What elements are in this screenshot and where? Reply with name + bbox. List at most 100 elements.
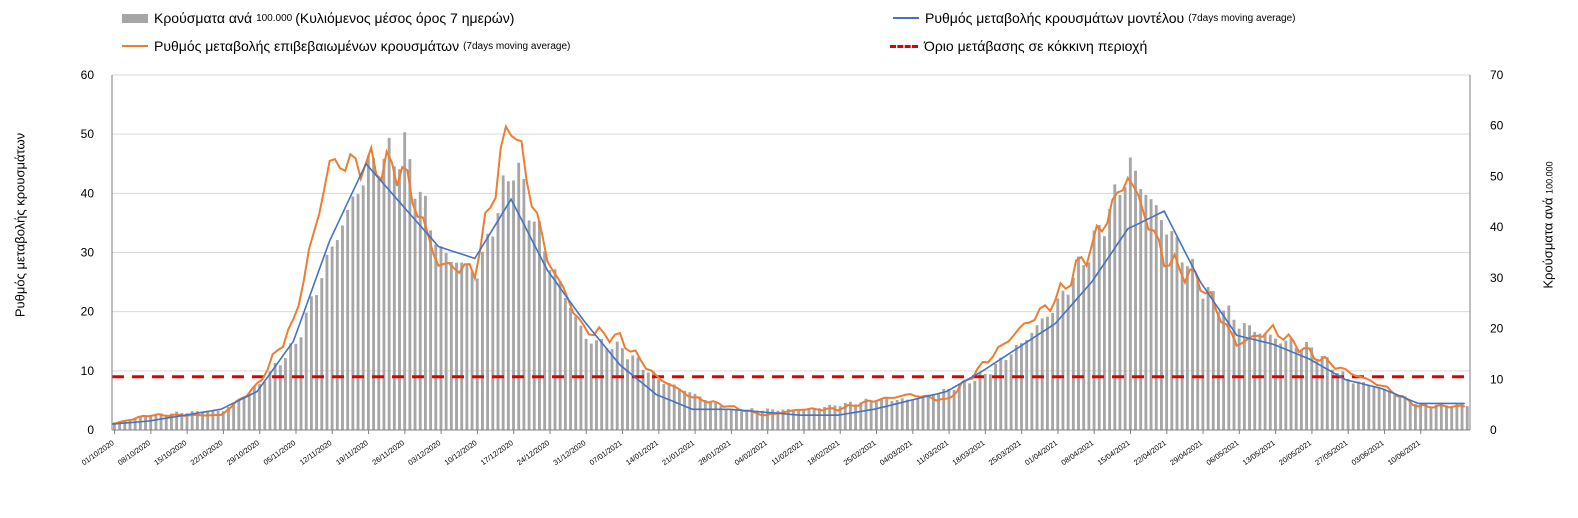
daily-case-bar <box>1020 343 1023 430</box>
daily-case-bar <box>1341 371 1345 430</box>
daily-case-bar <box>683 390 687 430</box>
daily-case-bar <box>1439 402 1443 430</box>
daily-case-bar <box>760 410 764 430</box>
daily-case-bar <box>792 409 795 430</box>
daily-case-bar <box>1227 305 1231 430</box>
daily-case-bar <box>641 369 645 430</box>
daily-case-bar <box>460 262 464 430</box>
daily-case-bar <box>1336 372 1340 430</box>
legend-threshold: Όριο μετάβασης σε κόκκινη περιοχή <box>890 38 1147 54</box>
daily-case-bar <box>164 414 168 430</box>
daily-case-bar <box>729 408 733 430</box>
y-left-tick-label: 0 <box>87 423 94 437</box>
x-tick-label: 13/05/2021 <box>1241 438 1277 467</box>
x-tick-label: 27/05/2021 <box>1313 438 1349 467</box>
daily-case-bar <box>465 263 469 430</box>
daily-case-bar <box>201 412 204 430</box>
daily-case-bar <box>138 416 142 430</box>
daily-case-bar <box>937 393 940 430</box>
daily-case-bar <box>118 421 122 430</box>
y-left-tick-label: 10 <box>81 364 95 378</box>
x-tick-label: 06/05/2021 <box>1205 438 1241 467</box>
daily-case-bar <box>880 398 883 430</box>
daily-case-bar <box>527 220 531 430</box>
x-tick-label: 03/12/2020 <box>406 438 442 467</box>
daily-case-bar <box>320 278 324 430</box>
daily-case-bar <box>1077 256 1080 430</box>
daily-case-bar <box>926 394 930 430</box>
daily-case-bar <box>1061 290 1065 430</box>
daily-case-bar <box>273 363 277 430</box>
daily-case-bar <box>382 158 386 430</box>
daily-case-bar <box>501 175 505 430</box>
daily-case-bar <box>1004 359 1008 430</box>
daily-case-bar <box>1279 343 1283 430</box>
daily-case-bar <box>496 213 500 430</box>
daily-case-bar <box>1014 345 1018 430</box>
daily-case-bar <box>377 179 381 430</box>
daily-case-bar <box>563 297 567 430</box>
daily-case-bar <box>1356 381 1360 430</box>
daily-case-bar <box>745 409 749 430</box>
daily-case-bar <box>620 348 624 430</box>
daily-case-bar <box>1429 406 1433 430</box>
daily-case-bar <box>973 380 977 430</box>
daily-case-bar <box>771 409 775 430</box>
daily-case-bar <box>1289 338 1293 430</box>
daily-case-bar <box>1424 403 1428 430</box>
daily-case-bar <box>232 402 236 430</box>
x-tick-label: 04/02/2021 <box>733 438 769 467</box>
daily-case-bar <box>667 382 671 430</box>
daily-case-bar <box>180 413 184 430</box>
daily-case-bar <box>289 343 293 430</box>
legend-bars-rest: (Κυλιόμενος μέσος όρος 7 ημερών) <box>295 10 515 26</box>
daily-case-bar <box>595 340 598 430</box>
daily-case-bar <box>900 398 904 430</box>
x-tick-label: 01/04/2021 <box>1023 438 1059 467</box>
x-tick-label: 11/02/2021 <box>770 438 805 467</box>
daily-case-bar <box>149 415 153 430</box>
daily-case-bar <box>1362 382 1366 430</box>
daily-case-bar <box>807 408 811 430</box>
daily-case-bar <box>714 401 718 430</box>
daily-case-bar <box>268 371 272 430</box>
y-left-tick-label: 30 <box>81 246 95 260</box>
daily-case-bar <box>439 246 443 430</box>
daily-case-bar <box>475 278 479 430</box>
daily-case-bar <box>548 270 552 430</box>
daily-case-bar <box>1377 387 1381 430</box>
daily-case-bar <box>890 401 894 430</box>
daily-case-bar <box>1367 385 1371 430</box>
orange-line-swatch-icon <box>122 45 148 47</box>
x-tick-label: 08/10/2020 <box>116 438 152 467</box>
daily-case-bar <box>646 372 650 430</box>
x-tick-label: 10/06/2021 <box>1386 438 1422 467</box>
daily-case-bar <box>159 413 163 430</box>
daily-case-bar <box>838 406 842 430</box>
daily-case-bar <box>615 341 619 430</box>
daily-case-bar <box>532 221 536 430</box>
x-tick-label: 19/11/2020 <box>334 438 369 467</box>
daily-case-bar <box>1056 298 1060 430</box>
daily-case-bar <box>392 166 396 430</box>
x-tick-label: 08/04/2021 <box>1059 438 1095 467</box>
daily-case-bar <box>589 343 593 430</box>
daily-case-bar <box>1175 236 1179 430</box>
daily-case-bar <box>626 359 629 430</box>
daily-case-bar <box>113 422 116 430</box>
daily-case-bar <box>600 338 604 430</box>
daily-case-bar <box>434 244 438 430</box>
daily-case-bar <box>387 137 391 430</box>
daily-case-bar <box>309 296 313 430</box>
daily-case-bar <box>1045 316 1049 430</box>
daily-case-bar <box>429 230 433 430</box>
daily-case-bar <box>657 379 661 430</box>
daily-case-bar <box>1305 341 1308 430</box>
daily-case-bar <box>1331 369 1334 430</box>
daily-case-bar <box>1222 310 1226 430</box>
daily-case-bar <box>828 404 832 430</box>
daily-case-bar <box>263 381 267 430</box>
daily-case-bar <box>1419 403 1423 430</box>
x-tick-label: 03/06/2021 <box>1350 438 1386 467</box>
daily-case-bar <box>133 418 137 430</box>
